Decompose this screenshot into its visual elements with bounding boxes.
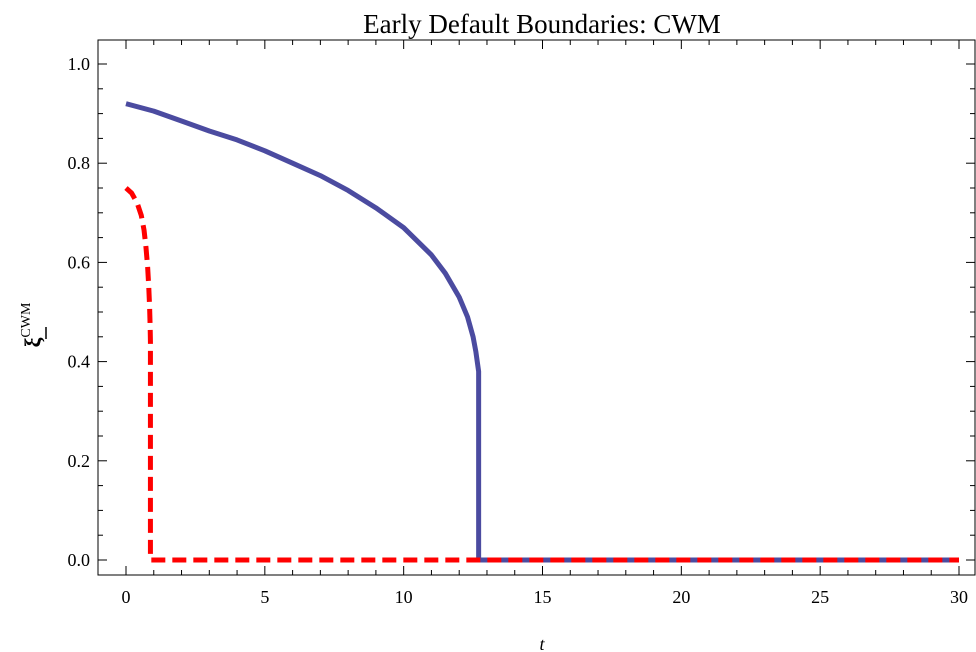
axis-ticks: 0 5 10 15 20 25 30 0.0 0.2 0.4 0.6 0.8 1.0 <box>68 40 975 607</box>
x-tick-label: 25 <box>811 587 829 607</box>
x-tick-label: 0 <box>122 587 131 607</box>
y-tick-label: 0.4 <box>68 352 91 372</box>
y-tick-label: 0.2 <box>68 451 91 471</box>
y-tick-label: 0.6 <box>68 252 91 272</box>
x-tick-label: 10 <box>395 587 413 607</box>
y-axis-label: ξCWM <box>19 302 47 347</box>
x-tick-label: 15 <box>534 587 552 607</box>
x-tick-label: 20 <box>672 587 690 607</box>
series-line-2 <box>124 186 959 563</box>
x-axis-label: t <box>539 634 545 652</box>
series-layer <box>124 101 959 563</box>
x-tick-label: 5 <box>260 587 269 607</box>
x-tick-label: 30 <box>950 587 968 607</box>
chart-title: Early Default Boundaries: CWM <box>363 9 721 39</box>
y-axis-label-symbol: ξ <box>20 337 45 347</box>
y-tick-label: 0.8 <box>68 153 91 173</box>
plot-frame <box>97 39 976 576</box>
svg-text:ξCWM: ξCWM <box>19 302 45 347</box>
y-axis-label-superscript: CWM <box>19 302 34 338</box>
y-tick-label: 0.0 <box>68 550 91 570</box>
y-tick-label: 1.0 <box>68 54 91 74</box>
series-line-1 <box>125 101 959 563</box>
